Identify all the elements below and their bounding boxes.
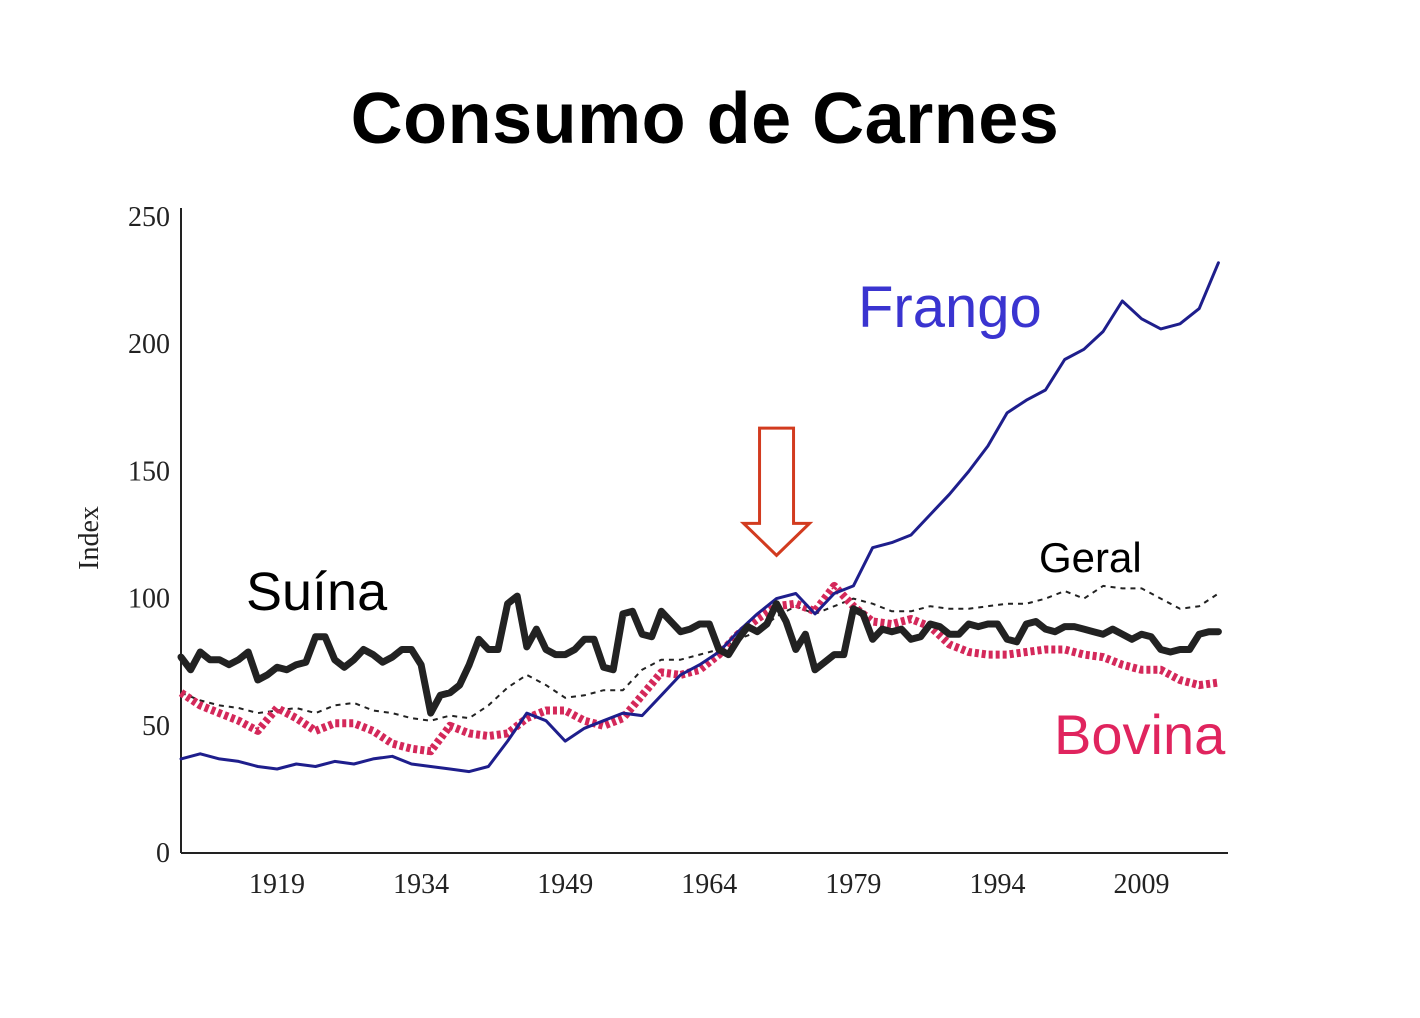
series-geral-line — [180, 584, 1219, 722]
axes — [180, 208, 1228, 854]
y-tick-label: 200 — [128, 329, 170, 360]
x-tick-label: 2009 — [1114, 869, 1170, 900]
label-bovina: Bovina — [1054, 703, 1226, 766]
x-tick-label: 1949 — [537, 869, 593, 900]
y-tick-label: 50 — [142, 711, 170, 742]
y-tick-label: 0 — [156, 838, 170, 869]
down-arrow-icon — [739, 426, 814, 558]
y-axis-title: Index — [74, 506, 105, 570]
x-tick-label: 1934 — [393, 869, 449, 900]
label-geral: Geral — [1039, 534, 1142, 581]
series-frango-line — [179, 261, 1220, 774]
x-tick-label: 1919 — [249, 869, 305, 900]
y-tick-label: 250 — [128, 202, 170, 233]
y-tick-label: 100 — [128, 584, 170, 615]
annotation-layer — [739, 426, 814, 558]
label-suina: Suína — [246, 562, 388, 622]
series-suina-line — [177, 592, 1222, 717]
chart-title: Consumo de Carnes — [350, 79, 1060, 159]
x-tick-label: 1964 — [681, 869, 737, 900]
series-bovina-line — [178, 581, 1219, 756]
label-frango: Frango — [858, 275, 1042, 340]
series-layer — [177, 261, 1222, 774]
y-tick-labels: 0 50 100 150 200 250 — [128, 202, 170, 869]
x-tick-label: 1994 — [969, 869, 1025, 900]
x-tick-label: 1979 — [825, 869, 881, 900]
x-tick-labels: 1919 1934 1949 1964 1979 1994 2009 — [249, 869, 1169, 900]
y-tick-label: 150 — [128, 456, 170, 487]
